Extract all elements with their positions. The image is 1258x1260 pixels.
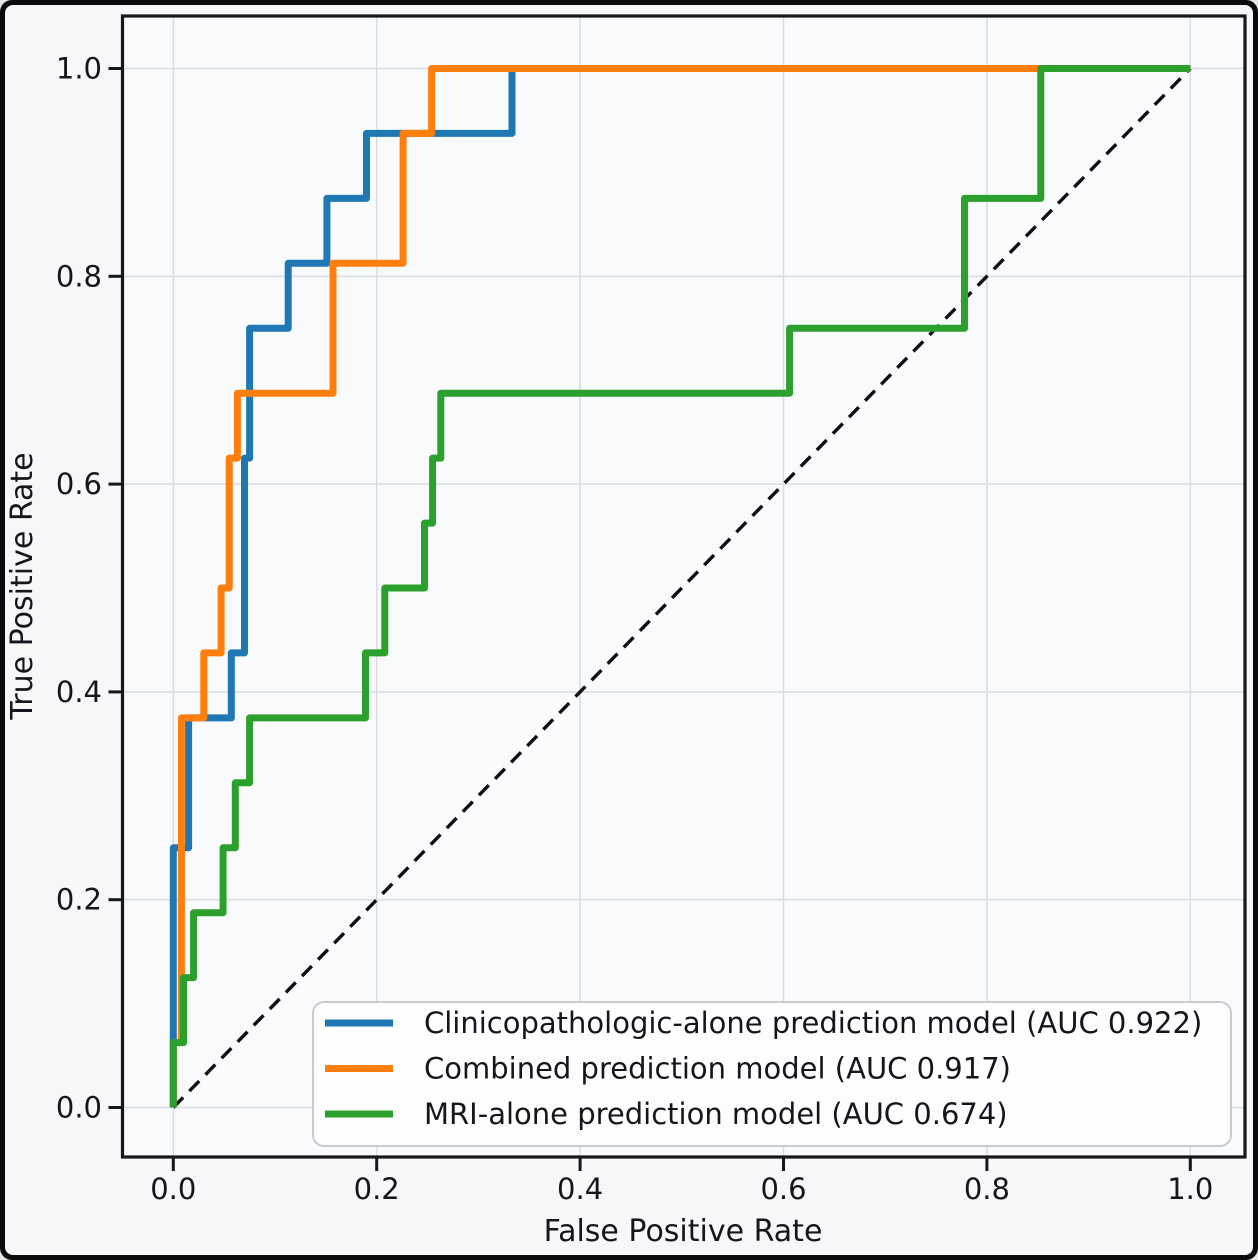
legend-label-clinicopathologic-alone: Clinicopathologic-alone prediction model… — [424, 1006, 1202, 1040]
reference-line-chance-diagonal — [172, 67, 1192, 1109]
legend-box — [312, 1001, 1232, 1147]
y-tick-label-0.4: 0.4 — [56, 675, 102, 709]
y-axis-label: True Positive Rate — [5, 452, 40, 720]
legend-label-mri-alone: MRI-alone prediction model (AUC 0.674) — [424, 1097, 1008, 1131]
legend-entry-mri-alone: MRI-alone prediction model (AUC 0.674) — [325, 1097, 1008, 1131]
y-tick-label-0.6: 0.6 — [56, 467, 102, 501]
x-axis-label: False Positive Rate — [544, 1214, 823, 1249]
x-tick-label-0.6: 0.6 — [760, 1172, 806, 1206]
legend-label-combined: Combined prediction model (AUC 0.917) — [424, 1052, 1011, 1086]
axes-spines — [120, 14, 1247, 1159]
x-tick-label-0.4: 0.4 — [557, 1172, 603, 1206]
x-tick-label-0.0: 0.0 — [150, 1172, 196, 1206]
y-tick-label-0.8: 0.8 — [56, 259, 102, 293]
roc-curve-combined — [169, 65, 1191, 1108]
y-tick-label-1.0: 1.0 — [56, 52, 102, 86]
y-tick-label-0.2: 0.2 — [56, 883, 102, 917]
plot-content — [169, 65, 1192, 1109]
legend-entry-clinicopathologic-alone: Clinicopathologic-alone prediction model… — [325, 1006, 1202, 1040]
roc-curve-mri-alone — [169, 65, 1191, 1108]
x-tick-label-0.2: 0.2 — [354, 1172, 400, 1206]
x-tick-label-0.8: 0.8 — [964, 1172, 1010, 1206]
legend: Clinicopathologic-alone prediction model… — [312, 1001, 1232, 1147]
tick-labels: 0.0 0.2 0.4 0.6 0.8 1.0 0.0 0.2 0.4 0.6 0.8 1.0 — [56, 52, 1213, 1207]
tick-marks — [108, 67, 1192, 1171]
y-tick-label-0.0: 0.0 — [56, 1091, 102, 1125]
legend-entry-combined: Combined prediction model (AUC 0.917) — [325, 1052, 1011, 1086]
x-tick-label-1.0: 1.0 — [1167, 1172, 1213, 1206]
